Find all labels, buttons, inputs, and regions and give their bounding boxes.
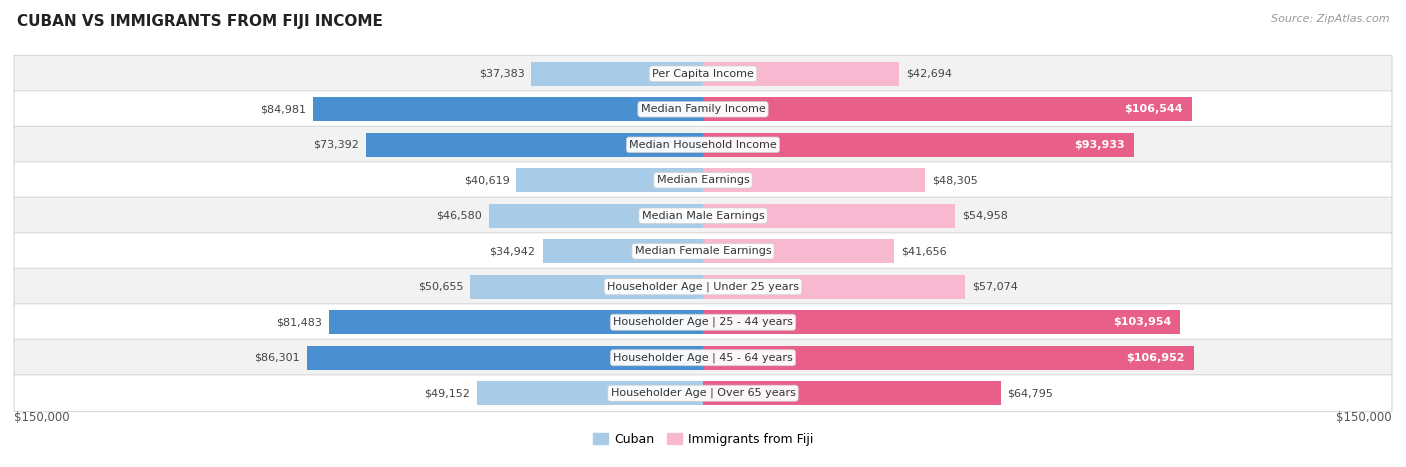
Bar xyxy=(703,381,1001,405)
Text: $106,544: $106,544 xyxy=(1125,104,1184,114)
Text: $73,392: $73,392 xyxy=(314,140,359,150)
Bar xyxy=(703,346,1194,370)
FancyBboxPatch shape xyxy=(14,233,1392,270)
Bar xyxy=(703,275,965,299)
Bar xyxy=(531,62,703,86)
Bar xyxy=(703,168,925,192)
FancyBboxPatch shape xyxy=(14,268,1392,305)
Bar xyxy=(543,239,703,263)
Bar xyxy=(703,133,1135,157)
Text: Median Family Income: Median Family Income xyxy=(641,104,765,114)
FancyBboxPatch shape xyxy=(14,126,1392,163)
Text: CUBAN VS IMMIGRANTS FROM FIJI INCOME: CUBAN VS IMMIGRANTS FROM FIJI INCOME xyxy=(17,14,382,29)
Text: $49,152: $49,152 xyxy=(425,388,471,398)
Bar xyxy=(703,62,898,86)
FancyBboxPatch shape xyxy=(14,197,1392,234)
Bar xyxy=(703,239,894,263)
Text: $103,954: $103,954 xyxy=(1114,317,1171,327)
Text: Source: ZipAtlas.com: Source: ZipAtlas.com xyxy=(1271,14,1389,24)
Text: $64,795: $64,795 xyxy=(1008,388,1053,398)
Text: $57,074: $57,074 xyxy=(972,282,1018,292)
FancyBboxPatch shape xyxy=(14,339,1392,376)
Text: $48,305: $48,305 xyxy=(932,175,977,185)
Bar xyxy=(312,97,703,121)
Bar xyxy=(703,204,956,228)
Text: $41,656: $41,656 xyxy=(901,246,946,256)
Text: $54,958: $54,958 xyxy=(962,211,1008,221)
Text: $81,483: $81,483 xyxy=(276,317,322,327)
Text: $84,981: $84,981 xyxy=(260,104,305,114)
Bar xyxy=(703,97,1192,121)
Legend: Cuban, Immigrants from Fiji: Cuban, Immigrants from Fiji xyxy=(588,428,818,451)
Text: $42,694: $42,694 xyxy=(905,69,952,79)
Text: $86,301: $86,301 xyxy=(254,353,299,363)
FancyBboxPatch shape xyxy=(14,162,1392,199)
Text: $34,942: $34,942 xyxy=(489,246,536,256)
Text: $93,933: $93,933 xyxy=(1074,140,1125,150)
Text: Median Household Income: Median Household Income xyxy=(628,140,778,150)
Bar xyxy=(489,204,703,228)
Text: Householder Age | Under 25 years: Householder Age | Under 25 years xyxy=(607,282,799,292)
Text: Median Male Earnings: Median Male Earnings xyxy=(641,211,765,221)
Text: $46,580: $46,580 xyxy=(436,211,482,221)
Text: Householder Age | Over 65 years: Householder Age | Over 65 years xyxy=(610,388,796,398)
Bar xyxy=(329,310,703,334)
Bar xyxy=(471,275,703,299)
Bar xyxy=(307,346,703,370)
Text: Householder Age | 25 - 44 years: Householder Age | 25 - 44 years xyxy=(613,317,793,327)
FancyBboxPatch shape xyxy=(14,55,1392,92)
FancyBboxPatch shape xyxy=(14,91,1392,128)
FancyBboxPatch shape xyxy=(14,375,1392,412)
Bar xyxy=(516,168,703,192)
Bar xyxy=(366,133,703,157)
Text: $150,000: $150,000 xyxy=(14,411,70,424)
Bar xyxy=(703,310,1181,334)
Text: $37,383: $37,383 xyxy=(478,69,524,79)
Bar xyxy=(477,381,703,405)
Text: Median Earnings: Median Earnings xyxy=(657,175,749,185)
Text: $106,952: $106,952 xyxy=(1126,353,1185,363)
Text: $150,000: $150,000 xyxy=(1336,411,1392,424)
Text: $40,619: $40,619 xyxy=(464,175,509,185)
Text: Householder Age | 45 - 64 years: Householder Age | 45 - 64 years xyxy=(613,353,793,363)
Text: Median Female Earnings: Median Female Earnings xyxy=(634,246,772,256)
FancyBboxPatch shape xyxy=(14,304,1392,341)
Text: $50,655: $50,655 xyxy=(418,282,464,292)
Text: Per Capita Income: Per Capita Income xyxy=(652,69,754,79)
